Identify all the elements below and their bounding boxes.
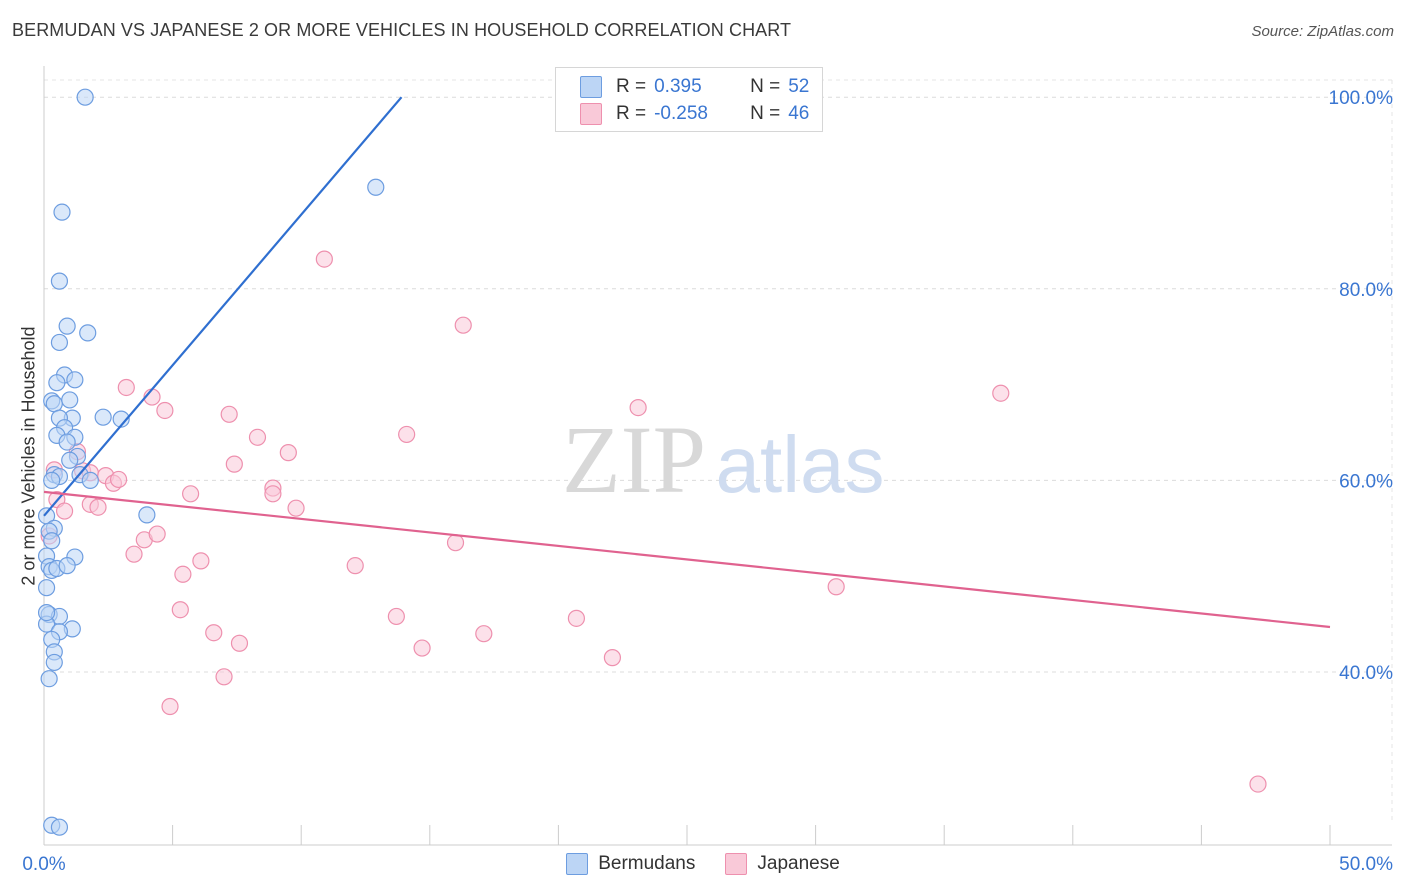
data-point bbox=[367, 178, 385, 196]
legend-n-label: N = bbox=[750, 76, 781, 97]
data-point bbox=[66, 371, 84, 389]
data-points bbox=[37, 88, 1267, 836]
trend-line bbox=[43, 96, 403, 517]
watermark-atlas: atlas bbox=[716, 420, 885, 509]
data-point bbox=[454, 316, 472, 334]
data-point bbox=[603, 649, 622, 667]
data-point bbox=[109, 470, 128, 489]
data-point bbox=[182, 485, 200, 503]
data-point bbox=[398, 425, 416, 444]
data-point bbox=[79, 324, 97, 342]
data-point bbox=[89, 498, 107, 516]
x-tick-label: 50.0% bbox=[1339, 854, 1393, 875]
data-point bbox=[94, 408, 112, 426]
data-point bbox=[171, 601, 189, 619]
y-tick-label: 100.0% bbox=[1329, 88, 1394, 109]
legend-item-japanese[interactable]: Japanese bbox=[725, 853, 840, 875]
data-point bbox=[629, 398, 647, 417]
data-point bbox=[37, 604, 56, 622]
source-label: Source: ZipAtlas.com bbox=[1251, 23, 1394, 40]
legend-label-bermudans: Bermudans bbox=[598, 853, 696, 874]
series-legend: Bermudans Japanese bbox=[0, 851, 1406, 877]
data-point bbox=[192, 552, 210, 570]
legend-label-japanese: Japanese bbox=[757, 853, 840, 874]
data-point bbox=[48, 374, 66, 392]
legend-r-label: R = bbox=[616, 103, 647, 124]
data-point bbox=[50, 333, 69, 352]
data-point bbox=[205, 624, 223, 642]
data-point bbox=[61, 391, 79, 409]
data-point bbox=[125, 545, 143, 563]
y-tick-label: 80.0% bbox=[1339, 280, 1393, 301]
data-point bbox=[174, 565, 192, 583]
legend-row-japanese: R = -0.258 N = 46 bbox=[580, 101, 809, 127]
data-point bbox=[215, 668, 233, 686]
data-point bbox=[387, 607, 405, 626]
data-point bbox=[567, 609, 586, 627]
y-tick-label: 60.0% bbox=[1339, 471, 1393, 492]
legend-n-value: 52 bbox=[788, 76, 810, 97]
data-point bbox=[50, 272, 69, 290]
data-point bbox=[61, 451, 79, 469]
data-point bbox=[279, 444, 297, 462]
data-point bbox=[230, 634, 249, 652]
data-point bbox=[148, 525, 166, 543]
data-point bbox=[43, 471, 61, 489]
chart-title: BERMUDAN VS JAPANESE 2 OR MORE VEHICLES … bbox=[12, 20, 792, 40]
correlation-legend: R = 0.395 N = 52 R = -0.258 N = 46 bbox=[555, 67, 823, 132]
trend-lines bbox=[43, 96, 1331, 629]
data-point bbox=[76, 88, 94, 106]
data-point bbox=[138, 506, 156, 524]
legend-r-value: -0.258 bbox=[654, 103, 708, 124]
tick-labels: 40.0% 60.0% 80.0% 100.0% 0.0% 50.0% bbox=[22, 88, 1393, 875]
legend-r-label: R = bbox=[616, 76, 647, 97]
data-point bbox=[248, 428, 267, 446]
data-point bbox=[55, 502, 74, 520]
legend-swatch-bermudans bbox=[580, 76, 602, 98]
data-point bbox=[475, 625, 493, 643]
data-point bbox=[45, 653, 63, 672]
y-tick-label: 40.0% bbox=[1339, 663, 1393, 684]
legend-n-value: 46 bbox=[788, 103, 810, 124]
axes bbox=[43, 66, 1392, 846]
data-point bbox=[315, 250, 333, 268]
watermark: ZIP atlas bbox=[562, 406, 884, 513]
data-point bbox=[446, 534, 465, 552]
data-point bbox=[1249, 775, 1267, 793]
x-tick-label: 0.0% bbox=[22, 854, 65, 875]
legend-swatch-japanese bbox=[725, 853, 748, 875]
legend-item-bermudans[interactable]: Bermudans bbox=[566, 853, 695, 875]
watermark-zip: ZIP bbox=[562, 406, 706, 513]
legend-row-bermudans: R = 0.395 N = 52 bbox=[580, 74, 809, 100]
data-point bbox=[264, 485, 282, 503]
data-point bbox=[58, 557, 76, 575]
data-point bbox=[225, 455, 243, 473]
data-point bbox=[156, 401, 174, 420]
data-point bbox=[117, 378, 135, 397]
data-point bbox=[220, 405, 238, 423]
legend-n-label: N = bbox=[750, 103, 781, 124]
data-point bbox=[287, 499, 305, 517]
data-point bbox=[37, 579, 56, 597]
data-point bbox=[992, 384, 1010, 402]
data-point bbox=[45, 395, 63, 413]
data-point bbox=[346, 557, 364, 575]
data-point bbox=[50, 818, 69, 836]
data-point bbox=[43, 532, 61, 550]
trend-line bbox=[43, 490, 1331, 629]
data-point bbox=[81, 471, 99, 489]
data-point bbox=[413, 639, 431, 657]
legend-swatch-japanese bbox=[580, 103, 602, 125]
data-point bbox=[40, 670, 58, 688]
legend-swatch-bermudans bbox=[566, 853, 589, 875]
data-point bbox=[58, 433, 76, 451]
data-point bbox=[827, 578, 845, 596]
data-point bbox=[53, 203, 71, 221]
data-point bbox=[58, 317, 76, 335]
grid-lines bbox=[44, 79, 1393, 823]
legend-r-value: 0.395 bbox=[654, 76, 702, 97]
data-point bbox=[161, 697, 179, 716]
